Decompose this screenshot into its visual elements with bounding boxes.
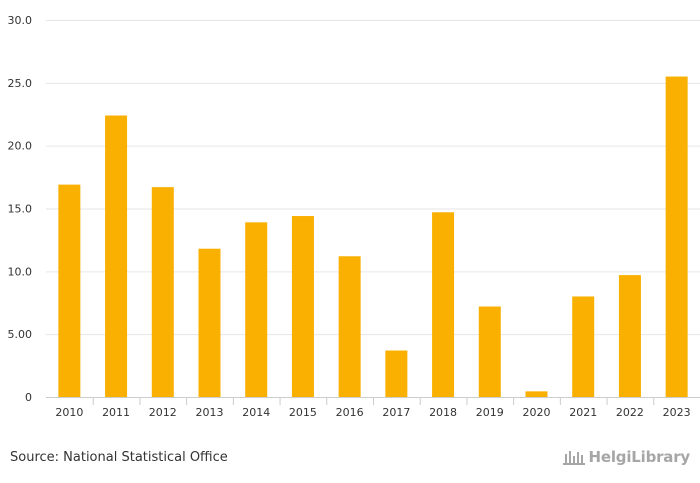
y-tick-label: 30.0 (8, 14, 33, 27)
bar-2019 (478, 306, 501, 397)
x-tick-label: 2016 (336, 406, 364, 419)
x-tick-label: 2013 (196, 406, 224, 419)
bar-2018 (432, 212, 455, 397)
bar-2013 (198, 248, 221, 397)
bar-2017 (385, 350, 408, 397)
x-tick-label: 2019 (476, 406, 504, 419)
bar-2022 (618, 275, 641, 397)
y-tick-label: 0 (25, 391, 32, 404)
brand-name: HelgiLibrary (588, 448, 691, 466)
y-tick-label: 20.0 (8, 140, 33, 153)
library-icon (562, 451, 585, 465)
x-tick-label: 2012 (149, 406, 177, 419)
source-note: Source: National Statistical Office (10, 450, 228, 465)
bars (58, 76, 688, 398)
x-tick-label: 2017 (382, 406, 410, 419)
bar-2021 (572, 296, 595, 397)
y-tick-label: 10.0 (8, 265, 33, 278)
x-tick-label: 2020 (523, 406, 551, 419)
x-tick-label: 2021 (569, 406, 597, 419)
bar-2014 (245, 222, 268, 397)
gridlines (46, 20, 700, 336)
bar-2012 (151, 187, 174, 397)
y-tick-label: 25.0 (8, 77, 33, 90)
x-tick-label: 2022 (616, 406, 644, 419)
bar-2011 (105, 115, 128, 398)
x-tick-label: 2010 (55, 406, 83, 419)
x-tick-label: 2018 (429, 406, 457, 419)
bar-2016 (338, 256, 361, 397)
bar-2015 (291, 216, 314, 397)
brand-logo[interactable]: HelgiLibrary (562, 448, 690, 466)
bar-2023 (665, 76, 688, 398)
x-tick-label: 2015 (289, 406, 317, 419)
x-axis-labels: 2010 2011 2012 2013 2014 2015 2016 2017 2018 2019… (55, 406, 690, 419)
bar-2020 (525, 391, 548, 397)
bar-2010 (58, 184, 81, 397)
x-tick-label: 2023 (663, 406, 691, 419)
y-tick-label: 15.0 (8, 203, 33, 216)
x-tick-label: 2011 (102, 406, 130, 419)
x-tick-label: 2014 (242, 406, 270, 419)
y-axis-labels: 0 5.00 10.0 15.0 20.0 25.0 30.0 (8, 14, 33, 404)
x-axis (46, 397, 700, 405)
y-tick-label: 5.00 (8, 328, 33, 341)
